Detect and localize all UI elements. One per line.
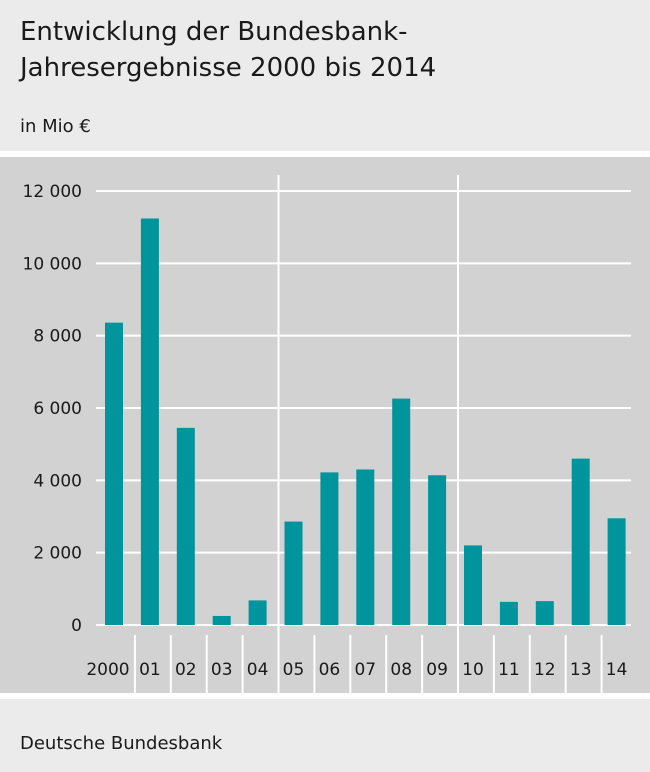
y-tick-label: 0 <box>71 616 82 636</box>
bar <box>607 518 626 625</box>
bar <box>428 475 447 625</box>
x-tick-label: 08 <box>390 660 412 680</box>
x-tick-label: 05 <box>283 660 305 680</box>
bar <box>284 521 303 625</box>
chart-title: Entwicklung der Bundesbank-Jahresergebni… <box>20 17 437 83</box>
x-tick-label: 2000 <box>86 660 129 680</box>
x-tick-label: 06 <box>319 660 341 680</box>
bar <box>535 601 554 625</box>
chart-area: 12 000 10 000 8 000 6 000 4 000 2 000 0 2000 01 0… <box>0 157 650 693</box>
unit-label: in Mio € <box>20 116 91 137</box>
bar <box>212 615 231 625</box>
x-tick-label: 01 <box>139 660 161 680</box>
bar <box>464 545 482 625</box>
y-tick-label: 8 000 <box>33 327 82 347</box>
divider-bottom <box>0 693 650 699</box>
y-tick-label: 6 000 <box>33 399 82 419</box>
bar <box>320 472 339 625</box>
x-tick-label: 10 <box>462 660 484 680</box>
x-tick-label: 02 <box>175 660 197 680</box>
x-tick-label: 13 <box>570 660 592 680</box>
x-tick-label: 09 <box>426 660 448 680</box>
divider-top <box>0 151 650 157</box>
x-tick-label: 14 <box>606 660 628 680</box>
y-tick-label: 10 000 <box>23 254 82 274</box>
bar <box>499 601 518 625</box>
bar <box>571 458 590 625</box>
bar <box>392 398 411 625</box>
x-tick-label: 04 <box>247 660 269 680</box>
y-tick-label: 4 000 <box>33 471 82 491</box>
bar <box>140 218 159 625</box>
y-tick-label: 2 000 <box>33 544 82 564</box>
bar <box>105 322 123 625</box>
bar <box>176 427 195 625</box>
bar <box>248 600 267 625</box>
x-tick-label: 11 <box>498 660 520 680</box>
y-tick-label: 12 000 <box>23 182 82 202</box>
x-tick-label: 03 <box>211 660 233 680</box>
x-tick-label: 12 <box>534 660 556 680</box>
x-tick-label: 07 <box>354 660 376 680</box>
bar-chart: 12 000 10 000 8 000 6 000 4 000 2 000 0 2000 01 0… <box>23 175 631 693</box>
bar <box>356 469 375 625</box>
source-label: Deutsche Bundesbank <box>20 733 223 754</box>
